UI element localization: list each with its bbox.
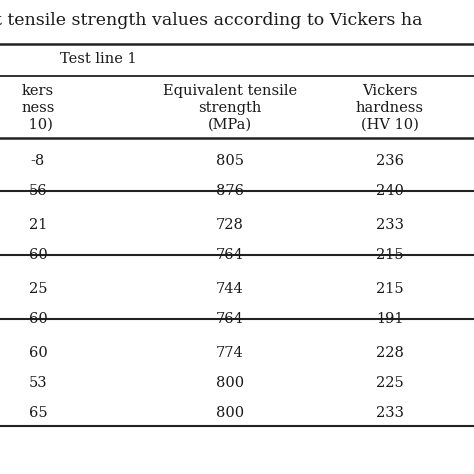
Text: 805: 805 [216,154,244,168]
Text: 800: 800 [216,406,244,420]
Text: 774: 774 [216,346,244,360]
Text: 876: 876 [216,184,244,198]
Text: 233: 233 [376,218,404,232]
Text: hardness: hardness [356,101,424,115]
Text: 65: 65 [29,406,47,420]
Text: 56: 56 [29,184,47,198]
Text: 60: 60 [28,248,47,262]
Text: 215: 215 [376,248,404,262]
Text: 728: 728 [216,218,244,232]
Text: (HV 10): (HV 10) [361,118,419,132]
Text: 233: 233 [376,406,404,420]
Text: 240: 240 [376,184,404,198]
Text: 60: 60 [28,346,47,360]
Text: 236: 236 [376,154,404,168]
Text: t tensile strength values according to Vickers ha: t tensile strength values according to V… [0,12,422,29]
Text: 225: 225 [376,376,404,390]
Text: kers: kers [22,84,54,98]
Text: 228: 228 [376,346,404,360]
Text: strength: strength [198,101,262,115]
Text: 764: 764 [216,312,244,326]
Text: 191: 191 [376,312,404,326]
Text: 215: 215 [376,282,404,296]
Text: Test line 1: Test line 1 [60,52,137,66]
Text: 60: 60 [28,312,47,326]
Text: ness: ness [21,101,55,115]
Text: 53: 53 [29,376,47,390]
Text: 21: 21 [29,218,47,232]
Text: Equivalent tensile: Equivalent tensile [163,84,297,98]
Text: -8: -8 [31,154,45,168]
Text: 744: 744 [216,282,244,296]
Text: Vickers: Vickers [362,84,418,98]
Text: 800: 800 [216,376,244,390]
Text: 25: 25 [29,282,47,296]
Text: (MPa): (MPa) [208,118,252,132]
Text: 10): 10) [24,118,53,132]
Text: 764: 764 [216,248,244,262]
